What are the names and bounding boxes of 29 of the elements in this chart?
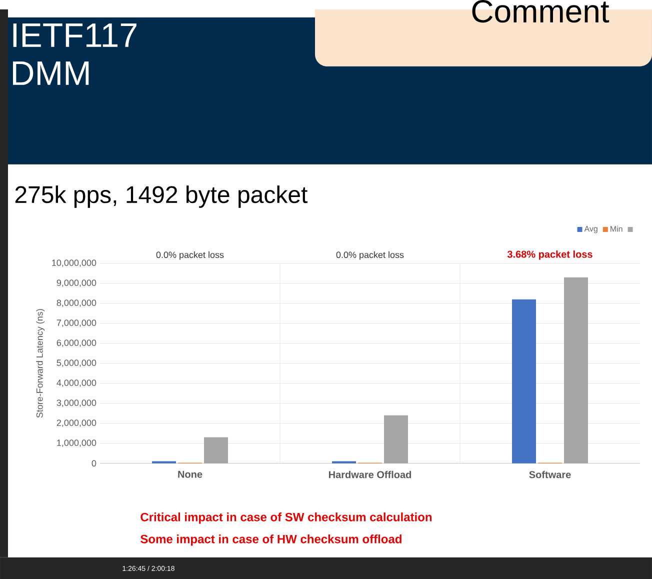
y-tick-label: 4,000,000 <box>56 379 96 387</box>
text: Comment <box>472 0 610 22</box>
y-tick-label: 6,000,000 <box>56 339 96 347</box>
bar <box>564 277 588 464</box>
y-tick-label: 8,000,000 <box>56 299 96 307</box>
legend-label: Avg <box>584 226 598 233</box>
text: 0.0% packet loss <box>336 251 404 260</box>
bar <box>512 299 536 464</box>
x-tick-label: Software <box>529 470 571 478</box>
y-tick-label: 2,000,000 <box>56 419 96 427</box>
y-tick-label: 7,000,000 <box>56 319 96 327</box>
x-tick-label: None <box>178 470 202 478</box>
y-tick-label: 0 <box>92 460 96 466</box>
bar <box>204 437 228 464</box>
text: 0.0% packet loss <box>156 251 224 260</box>
chart-subtitle: 275k pps, 1492 byte packet <box>15 185 308 208</box>
y-tick-label: 9,000,000 <box>56 279 96 287</box>
y-tick-label: 10,000,000 <box>52 259 96 267</box>
y-tick-label: 1,000,000 <box>57 439 96 447</box>
text: Some impact in case of HW checksum offload <box>140 534 402 546</box>
x-tick-label: Hardware Offload <box>329 470 412 478</box>
chart-title: IETF117 DMM <box>13 23 136 85</box>
y-axis-title: Store-Forward Latency (ns) <box>36 308 45 418</box>
bar <box>384 415 408 464</box>
y-tick-label: 3,000,000 <box>56 399 96 407</box>
legend-label: Min <box>610 226 622 232</box>
y-tick-label: 5,000,000 <box>56 359 96 367</box>
text: 3.68% packet loss <box>507 250 592 260</box>
text: Critical impact in case of SW checksum calculation <box>140 512 432 524</box>
